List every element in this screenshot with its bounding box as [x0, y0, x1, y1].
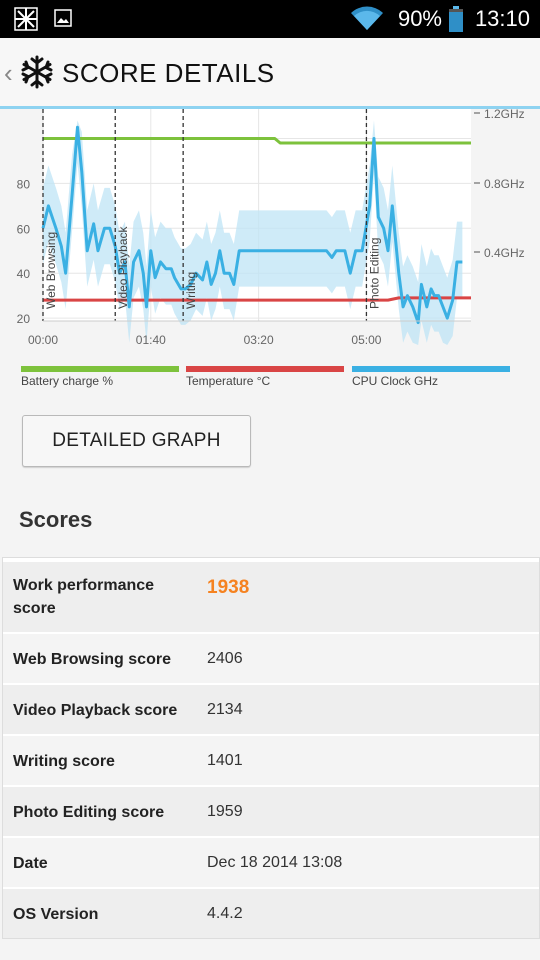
legend-label: Temperature °C [186, 374, 270, 388]
score-row-os-version: OS Version 4.4.2 [3, 889, 539, 938]
legend-label: Battery charge % [21, 374, 113, 388]
score-value: 2134 [207, 701, 243, 718]
score-label: Date [13, 855, 48, 872]
action-bar-divider [0, 106, 540, 109]
battery-icon [449, 6, 463, 37]
score-row-work-performance: Work performance score 1938 [3, 562, 539, 634]
score-row-video-playback: Video Playback score 2134 [3, 685, 539, 736]
page-title: SCORE DETAILS [62, 58, 275, 88]
wifi-icon [350, 6, 384, 37]
test-marker-label: Video Playback [116, 226, 130, 310]
test-marker-label: Web Browsing [44, 232, 58, 309]
score-row-web-browsing: Web Browsing score 2406 [3, 634, 539, 685]
scores-table: Work performance score 1938 Web Browsing… [2, 557, 540, 939]
legend-swatch [186, 366, 344, 372]
y-tick-label: 60 [17, 222, 31, 236]
battery-percent: 90% [397, 6, 442, 31]
score-value: Dec 18 2014 13:08 [207, 854, 343, 871]
test-marker-label: Writing [184, 272, 198, 309]
series-line-cpu-clock [41, 125, 463, 325]
legend-swatch [352, 366, 510, 372]
back-chevron-icon[interactable]: ‹ [4, 58, 13, 88]
image-icon [54, 9, 72, 32]
y-right-tick-label: 0.8GHz [484, 177, 525, 191]
snowflake-app-icon[interactable] [20, 55, 54, 94]
score-value: 1401 [207, 752, 243, 769]
performance-graph[interactable]: Web Browsing Video Playback Writing Photo E… [0, 107, 540, 409]
x-tick-label: 05:00 [351, 333, 381, 347]
score-label: Web Browsing score [13, 651, 171, 668]
score-label: Photo Editing score [13, 804, 165, 821]
score-row-date: Date Dec 18 2014 13:08 [3, 838, 539, 889]
score-value: 1959 [207, 803, 243, 820]
test-marker-label: Photo Editing [367, 238, 381, 309]
score-label: Writing score [13, 753, 115, 770]
action-bar: ‹ SCORE DETAILS [0, 38, 540, 108]
status-bar: 90% 13:10 [0, 0, 540, 38]
performance-chart: Web Browsing Video Playback Writing Photo E… [17, 107, 525, 388]
score-label: OS Version [13, 906, 99, 923]
score-label: Video Playback score [13, 702, 178, 719]
detailed-graph-button[interactable]: DETAILED GRAPH [22, 415, 251, 467]
clock: 13:10 [474, 6, 530, 31]
score-value: 1938 [207, 577, 250, 598]
legend-swatch [21, 366, 179, 372]
y-tick-label: 40 [17, 267, 31, 281]
y-right-tick-label: 1.2GHz [484, 109, 525, 121]
scores-heading: Scores [19, 507, 93, 532]
score-row-photo-editing: Photo Editing score 1959 [3, 787, 539, 838]
y-right-tick-label: 0.4GHz [484, 246, 525, 260]
content-area[interactable]: Web Browsing Video Playback Writing Photo E… [0, 107, 540, 960]
score-row-writing: Writing score 1401 [3, 736, 539, 787]
x-tick-label: 03:20 [244, 333, 274, 347]
score-value: 2406 [207, 650, 243, 667]
y-tick-label: 80 [17, 177, 31, 191]
legend-label: CPU Clock GHz [352, 374, 438, 388]
snowflake-icon [14, 7, 38, 36]
x-tick-label: 01:40 [136, 333, 166, 347]
x-tick-label: 00:00 [28, 333, 58, 347]
score-value: 4.4.2 [207, 905, 243, 922]
score-label: Work performance score [13, 577, 155, 617]
y-tick-label: 20 [17, 312, 31, 326]
series-line-temperature [43, 296, 471, 302]
